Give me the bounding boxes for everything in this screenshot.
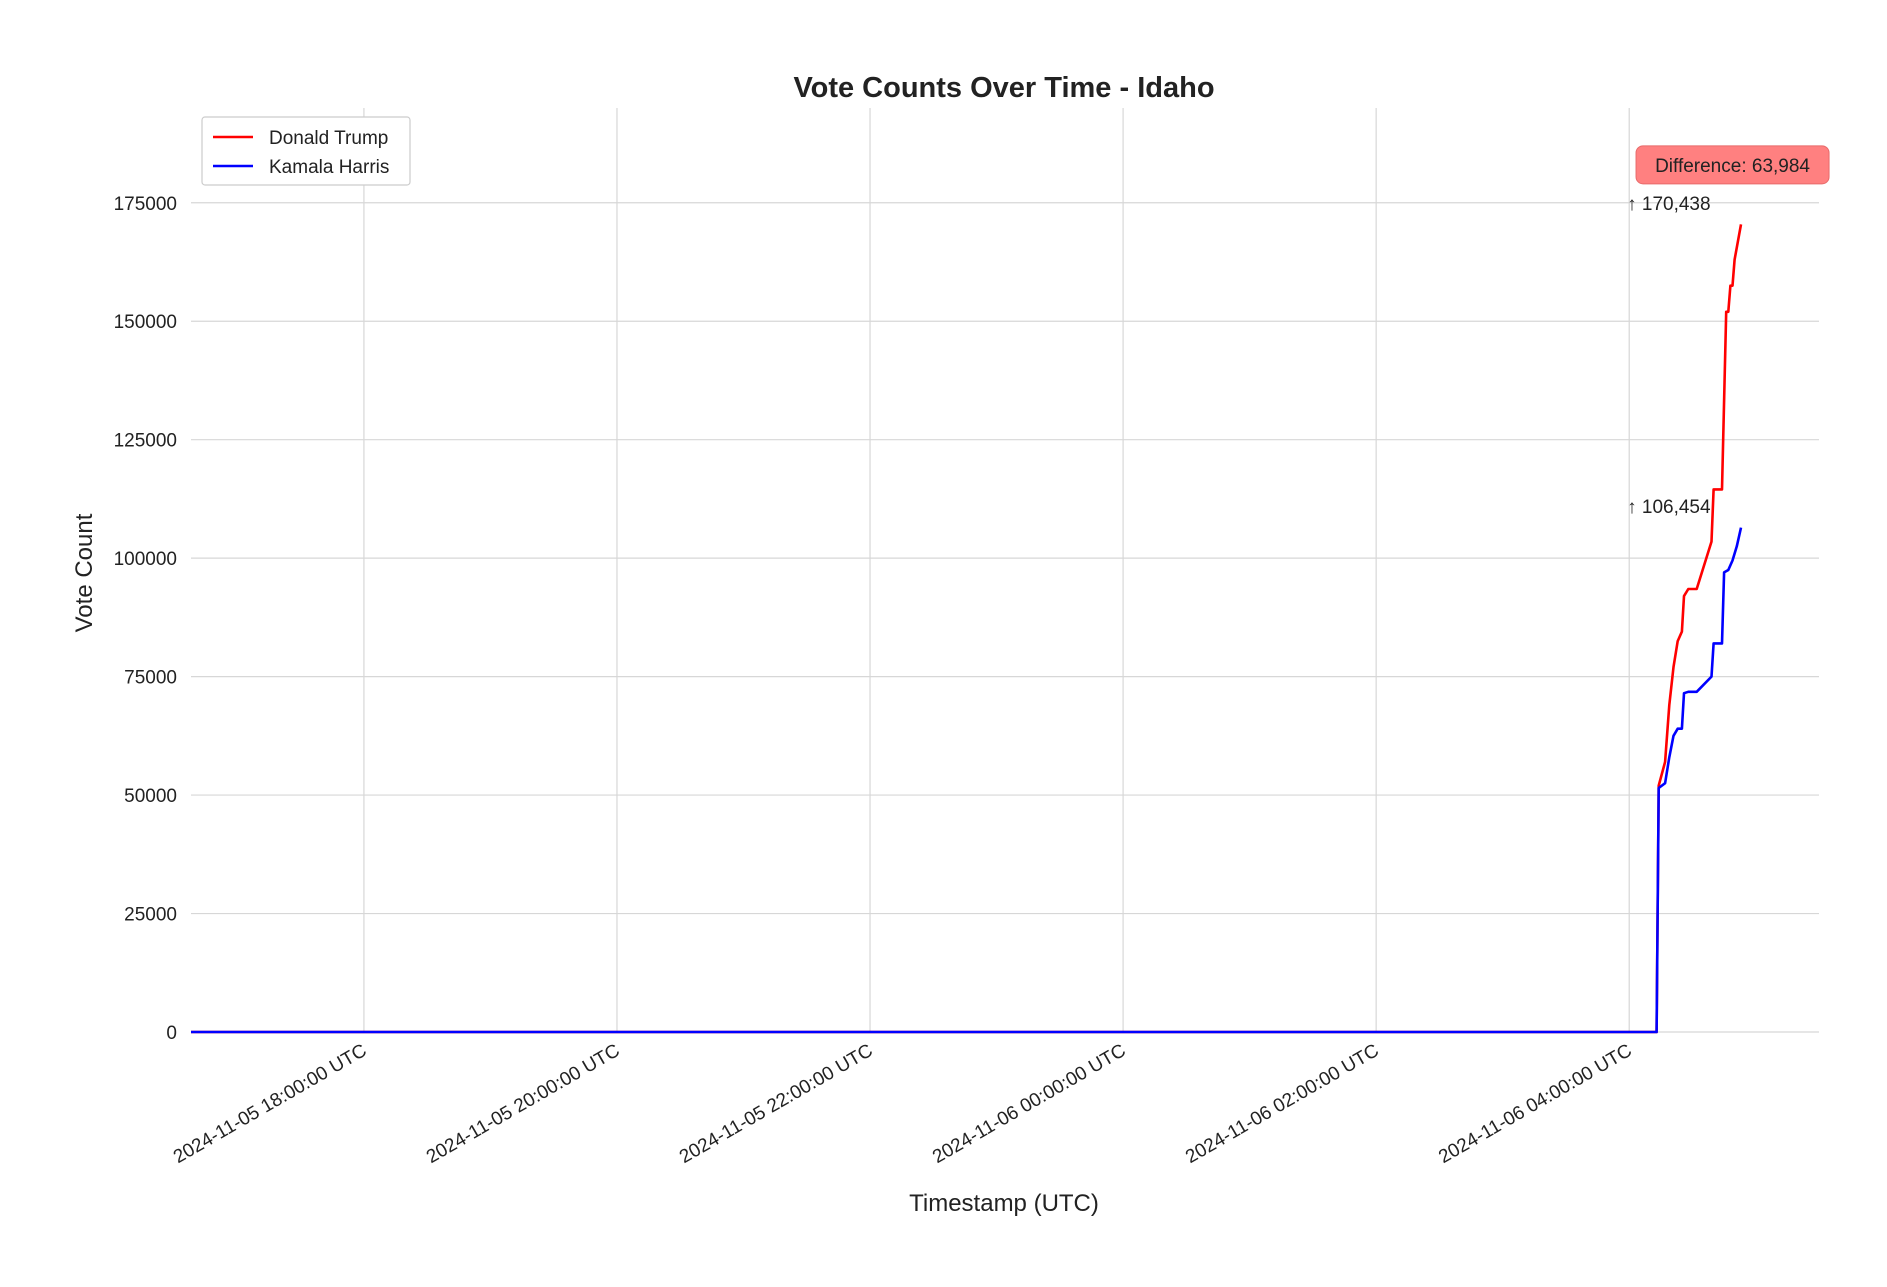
y-tick-label: 0 [166, 1023, 177, 1044]
series-line-0 [191, 224, 1743, 1034]
x-tick-label: 2024-11-06 02:00:00 UTC [1182, 1040, 1382, 1168]
legend-box [201, 116, 411, 186]
series-lines [191, 224, 1743, 1034]
latest-value-label: ↑ 106,454 [1627, 497, 1711, 518]
y-tick-label: 175000 [114, 194, 177, 215]
difference-box [1635, 145, 1830, 185]
y-tick-label: 50000 [124, 786, 177, 807]
x-tick-labels: 2024-11-05 18:00:00 UTC 2024-11-05 20:00:… [170, 1040, 1636, 1168]
grid-lines [191, 108, 1819, 1033]
y-tick-label: 100000 [114, 549, 177, 570]
x-tick-label: 2024-11-06 04:00:00 UTC [1435, 1040, 1635, 1168]
chart-title: Vote Counts Over Time - Idaho [793, 72, 1214, 104]
difference-label: Difference: 63,984 [1655, 156, 1810, 177]
legend: Donald Trump Kamala Harris [201, 116, 411, 186]
y-tick-label: 75000 [124, 668, 177, 689]
y-tick-labels: 0 25000 50000 75000 100000 125000 150000 175000 [114, 194, 177, 1044]
legend-label-harris: Kamala Harris [269, 157, 389, 178]
y-tick-label: 25000 [124, 905, 177, 926]
x-tick-label: 2024-11-06 00:00:00 UTC [929, 1040, 1129, 1168]
x-tick-label: 2024-11-05 20:00:00 UTC [423, 1040, 623, 1168]
legend-label-trump: Donald Trump [269, 128, 388, 149]
series-line-1 [191, 527, 1743, 1034]
latest-value-label: ↑ 170,438 [1627, 194, 1710, 215]
annotations: ↑ 170,438 ↑ 106,454 Difference: 63,984 [1627, 145, 1830, 518]
x-tick-label: 2024-11-05 22:00:00 UTC [676, 1040, 876, 1168]
y-tick-label: 150000 [114, 312, 177, 333]
y-tick-label: 125000 [114, 431, 177, 452]
x-tick-label: 2024-11-05 18:00:00 UTC [170, 1040, 370, 1168]
y-axis-label: Vote Count [71, 513, 98, 632]
x-axis-label: Timestamp (UTC) [909, 1190, 1099, 1217]
